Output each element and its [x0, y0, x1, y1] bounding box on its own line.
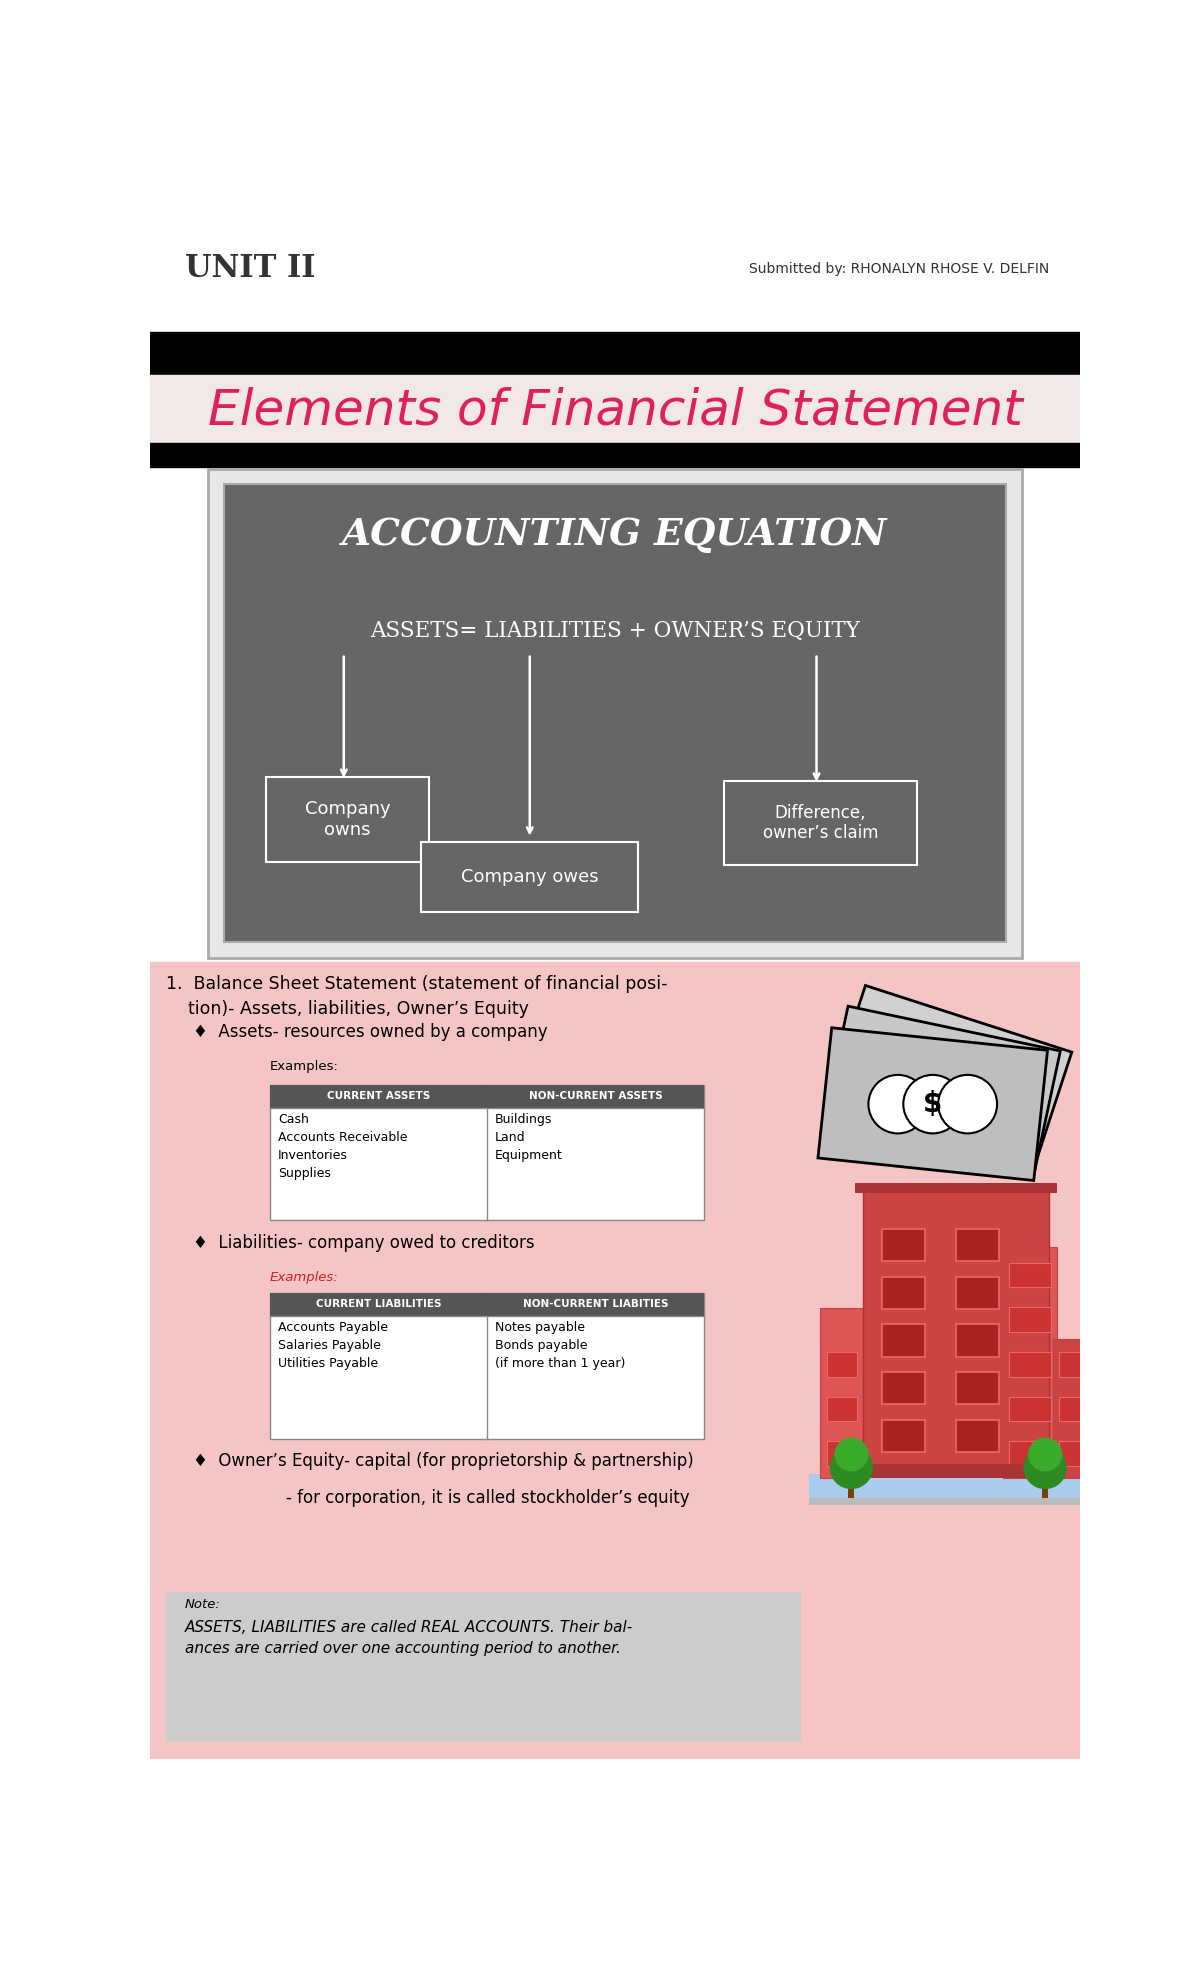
Text: $: $ [923, 1091, 942, 1118]
Circle shape [1024, 1446, 1067, 1490]
Circle shape [938, 1075, 997, 1134]
Bar [166, 1591, 802, 1741]
Bar [270, 1085, 704, 1219]
Bar [1009, 1352, 1050, 1377]
Bar [1009, 1308, 1050, 1332]
Text: NON-CURRENT ASSETS: NON-CURRENT ASSETS [529, 1091, 662, 1101]
Text: ♦  Owner’s Equity- capital (for proprietorship & partnership): ♦ Owner’s Equity- capital (for proprieto… [193, 1452, 694, 1470]
Bar [863, 1190, 1049, 1466]
Bar [270, 1292, 487, 1316]
Bar [270, 1085, 487, 1109]
Bar [821, 1308, 863, 1478]
Bar [487, 1292, 704, 1316]
Bar [956, 1324, 998, 1358]
Bar [827, 1352, 857, 1377]
Text: ♦  Liabilities- company owed to creditors: ♦ Liabilities- company owed to creditors [193, 1233, 534, 1251]
Bar [956, 1229, 998, 1261]
Polygon shape [821, 1006, 1061, 1180]
Bar [487, 1085, 704, 1109]
Bar [1009, 1441, 1050, 1466]
Bar [1060, 1352, 1081, 1377]
Bar [809, 1474, 1080, 1500]
Bar [150, 962, 816, 1759]
Bar [266, 777, 430, 862]
Bar [1042, 1476, 1049, 1500]
Bar [816, 962, 1080, 1759]
Bar [956, 1276, 998, 1308]
Bar [848, 1476, 854, 1500]
Bar [150, 237, 1080, 334]
Bar [1052, 1340, 1087, 1478]
Bar [809, 1498, 1080, 1504]
Polygon shape [824, 986, 1072, 1176]
Bar [827, 1397, 857, 1421]
Bar [724, 781, 917, 865]
Text: CURRENT ASSETS: CURRENT ASSETS [326, 1091, 431, 1101]
Text: Cash
Accounts Receivable
Inventories
Supplies: Cash Accounts Receivable Inventories Sup… [278, 1112, 407, 1180]
Bar [421, 842, 638, 911]
Text: ♦  Assets- resources owned by a company: ♦ Assets- resources owned by a company [193, 1024, 547, 1041]
Text: Submitted by: RHONALYN RHOSE V. DELFIN: Submitted by: RHONALYN RHOSE V. DELFIN [749, 261, 1049, 277]
Bar [150, 443, 1080, 466]
Bar [956, 1421, 998, 1452]
Bar [882, 1421, 925, 1452]
Bar [847, 1464, 1064, 1478]
Bar [223, 484, 1007, 943]
Bar [827, 1441, 857, 1466]
Bar [882, 1371, 925, 1405]
Circle shape [834, 1439, 869, 1472]
Text: Company
owns: Company owns [305, 800, 390, 838]
Bar [882, 1229, 925, 1261]
Bar [856, 1184, 1057, 1194]
Bar [1002, 1247, 1057, 1478]
Text: Accounts Payable
Salaries Payable
Utilities Payable: Accounts Payable Salaries Payable Utilit… [278, 1322, 388, 1369]
Bar [150, 332, 1080, 377]
Text: ASSETS, LIABILITIES are called REAL ACCOUNTS. Their bal-
ances are carried over : ASSETS, LIABILITIES are called REAL ACCO… [185, 1620, 634, 1656]
Text: Buildings
Land
Equipment: Buildings Land Equipment [494, 1112, 563, 1162]
Circle shape [1028, 1439, 1062, 1472]
Text: - for corporation, it is called stockholder’s equity: - for corporation, it is called stockhol… [286, 1490, 689, 1508]
Text: Difference,
owner’s claim: Difference, owner’s claim [763, 804, 878, 842]
Text: Elements of Financial Statement: Elements of Financial Statement [208, 387, 1022, 435]
Text: Examples:: Examples: [270, 1271, 338, 1284]
Text: Note:: Note: [185, 1599, 221, 1612]
Polygon shape [818, 1028, 1048, 1180]
Text: Notes payable
Bonds payable
(if more than 1 year): Notes payable Bonds payable (if more tha… [494, 1322, 625, 1369]
Bar [882, 1324, 925, 1358]
Bar [1009, 1397, 1050, 1421]
Bar [956, 1371, 998, 1405]
Bar [882, 1276, 925, 1308]
Circle shape [829, 1446, 874, 1490]
Text: UNIT II: UNIT II [185, 253, 316, 285]
Bar [1060, 1441, 1081, 1466]
Bar [270, 1292, 704, 1439]
Bar [208, 468, 1022, 958]
Text: 1.  Balance Sheet Statement (statement of financial posi-
    tion)- Assets, lia: 1. Balance Sheet Statement (statement of… [166, 974, 667, 1018]
Bar [1060, 1397, 1081, 1421]
Text: Company owes: Company owes [461, 867, 599, 885]
Bar [150, 375, 1080, 447]
Bar [1009, 1263, 1050, 1288]
Text: NON-CURRENT LIABITIES: NON-CURRENT LIABITIES [523, 1300, 668, 1310]
Circle shape [904, 1075, 962, 1134]
Text: ACCOUNTING EQUATION: ACCOUNTING EQUATION [342, 516, 888, 553]
Text: ASSETS= LIABILITIES + OWNER’S EQUITY: ASSETS= LIABILITIES + OWNER’S EQUITY [370, 620, 860, 642]
Text: Examples:: Examples: [270, 1061, 340, 1073]
Text: CURRENT LIABILITIES: CURRENT LIABILITIES [316, 1300, 442, 1310]
Circle shape [869, 1075, 928, 1134]
